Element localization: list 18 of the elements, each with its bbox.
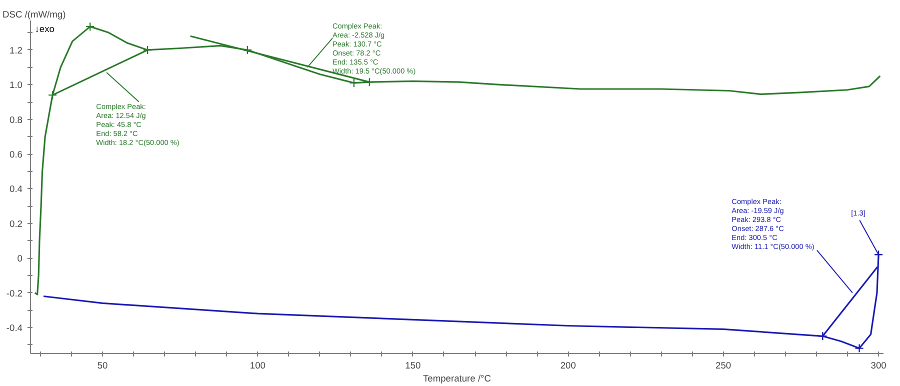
annotation: ↓exo [34, 24, 54, 34]
x-tick-label: 200 [560, 360, 576, 370]
x-tick-label: 300 [870, 360, 886, 370]
y-axis-title: DSC /(mW/mg) [2, 10, 66, 20]
y-tick-label: -0.4 [6, 322, 23, 333]
y-tick-label: 0.6 [10, 150, 22, 160]
y-tick-label: -0.2 [6, 288, 23, 298]
y-tick-label: 1.0 [10, 80, 22, 90]
y-tick-label: 0.4 [10, 184, 22, 194]
x-tick-label: 100 [250, 360, 266, 370]
y-tick-label: 0 [17, 254, 23, 264]
y-tick-label: 0.2 [10, 218, 22, 229]
x-tick-label: 50 [97, 360, 108, 370]
x-tick-label: 250 [716, 360, 732, 370]
x-tick-label: 150 [405, 360, 421, 370]
y-tick-label: 0.8 [10, 114, 22, 125]
x-axis-title: Temperature /°C [422, 374, 492, 384]
y-tick-label: 1.2 [10, 45, 22, 56]
